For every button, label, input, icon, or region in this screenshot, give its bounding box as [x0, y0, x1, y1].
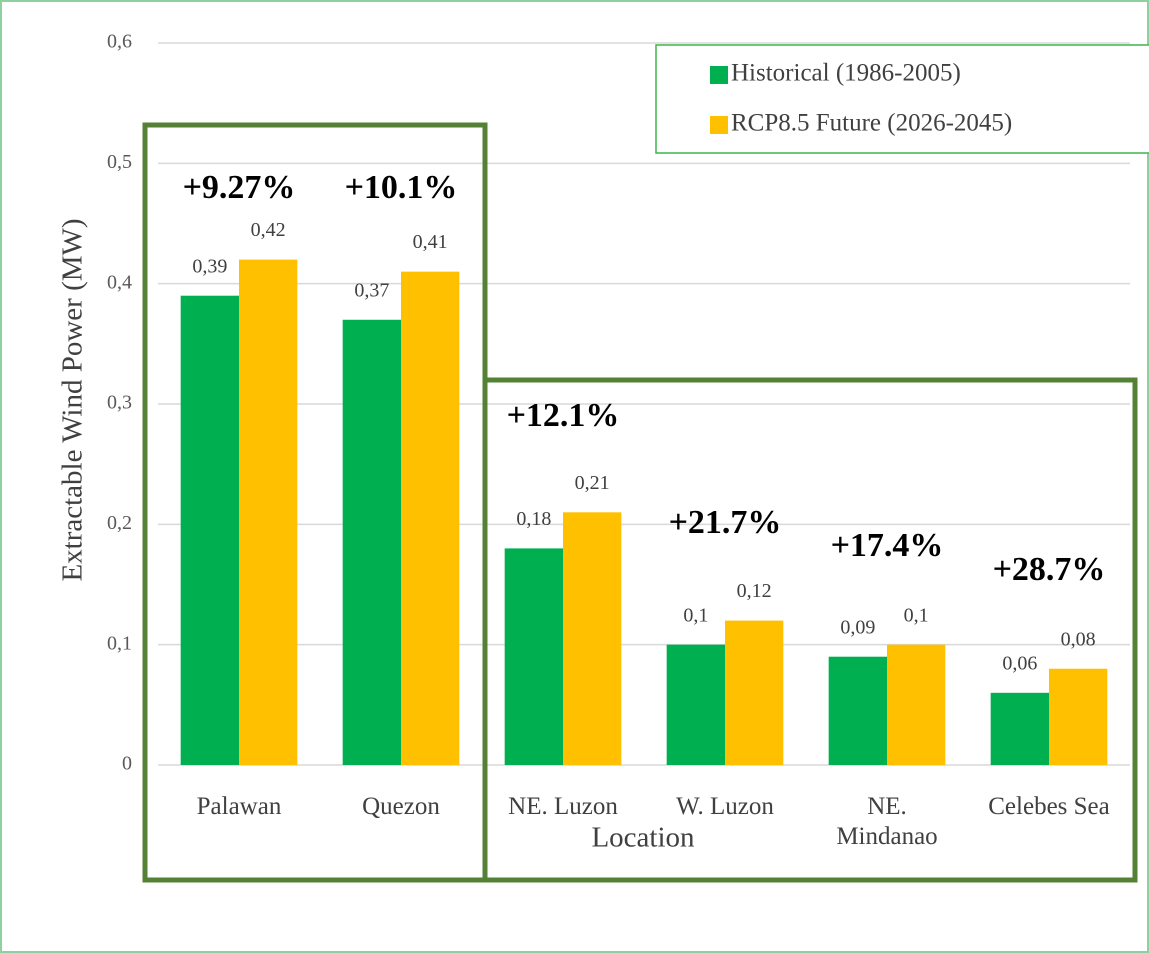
bar — [180, 295, 239, 765]
group-frame — [482, 377, 1138, 883]
grid — [158, 42, 1130, 766]
legend-label: RCP8.5 Future (2026-2045) — [731, 110, 1012, 137]
value-label: 0,06 — [1002, 652, 1037, 674]
bar — [342, 319, 401, 765]
legend-label: Historical (1986-2005) — [731, 60, 961, 87]
value-label: 0,21 — [575, 472, 610, 494]
bar — [1049, 668, 1108, 765]
annotation: +10.1% — [345, 169, 458, 206]
value-label: 0,18 — [516, 508, 551, 530]
x-tick-label: Quezon — [362, 793, 440, 820]
annotation: +17.4% — [831, 527, 944, 564]
y-tick-label: 0,6 — [107, 31, 132, 53]
value-label: 0,1 — [904, 604, 929, 626]
value-label: 0,42 — [251, 219, 286, 241]
value-label: 0,1 — [683, 604, 708, 626]
y-tick-label: 0 — [122, 753, 132, 775]
value-label: 0,08 — [1061, 628, 1096, 650]
legend-swatch — [710, 66, 728, 84]
value-label: 0,37 — [354, 279, 389, 301]
x-tick-label: W. Luzon — [676, 793, 774, 820]
bar — [666, 644, 725, 765]
bar — [828, 656, 887, 765]
annotation: +9.27% — [183, 169, 296, 206]
bar — [401, 271, 460, 765]
bars — [180, 259, 1108, 765]
bar — [887, 644, 946, 765]
x-tick-label: Celebes Sea — [988, 793, 1110, 820]
legend-box — [655, 44, 1149, 154]
x-tick-label: Palawan — [196, 793, 282, 820]
y-tick-label: 0,4 — [107, 271, 132, 293]
value-label: 0,09 — [840, 616, 875, 638]
y-tick-label: 0,2 — [107, 512, 132, 534]
x-tick-label: NE. Mindanao — [836, 793, 938, 850]
value-label: 0,41 — [413, 231, 448, 253]
annotation: +12.1% — [507, 397, 620, 434]
bar — [504, 548, 563, 765]
x-axis-title: Location — [591, 822, 695, 854]
y-tick-label: 0,1 — [107, 632, 132, 654]
x-tick-label: NE. Luzon — [508, 793, 618, 820]
bar — [725, 620, 784, 765]
value-label: 0,39 — [192, 255, 227, 277]
y-axis-title: Extractable Wind Power (MW) — [57, 218, 89, 581]
annotation: +21.7% — [669, 504, 782, 541]
y-tick-label: 0,3 — [107, 392, 132, 414]
legend-swatch — [710, 116, 728, 134]
bar — [239, 259, 298, 765]
annotation: +28.7% — [993, 551, 1106, 588]
bar — [990, 692, 1049, 765]
y-tick-label: 0,5 — [107, 151, 132, 173]
bar — [563, 512, 622, 765]
value-label: 0,12 — [737, 580, 772, 602]
